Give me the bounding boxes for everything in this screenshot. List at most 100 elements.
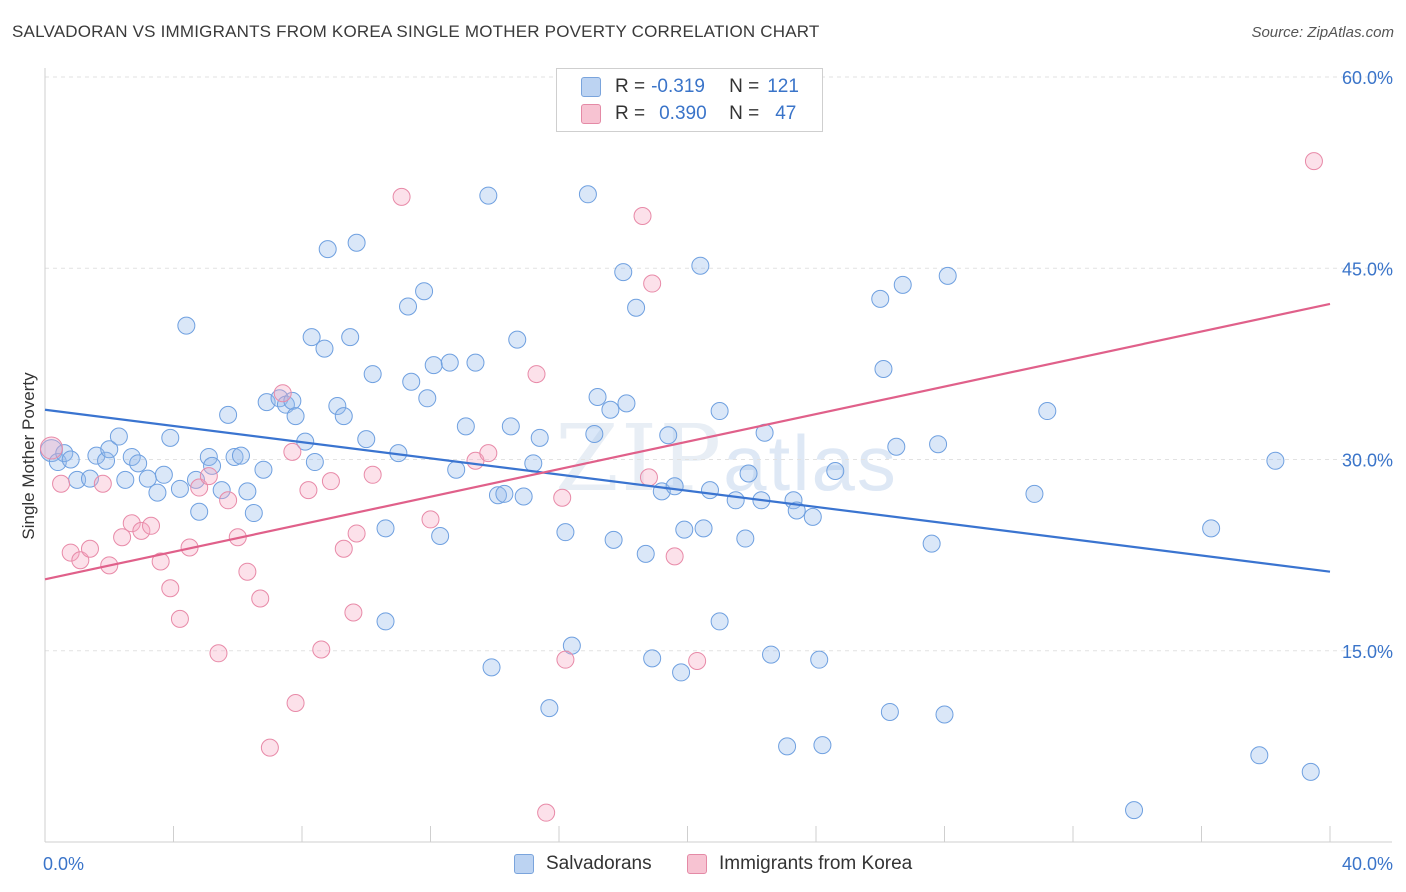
- point-salvadorans: [238, 482, 257, 501]
- bottom-swatch-korea: [687, 854, 707, 874]
- legend-swatch-korea: [581, 104, 601, 124]
- point-korea: [151, 552, 170, 571]
- point-salvadorans: [1266, 451, 1285, 470]
- point-salvadorans: [415, 282, 434, 301]
- point-salvadorans: [231, 446, 250, 465]
- point-korea: [161, 579, 180, 598]
- x-tick-label: 0.0%: [43, 854, 84, 874]
- point-korea: [52, 474, 71, 493]
- bottom-legend-label-korea: Immigrants from Korea: [719, 853, 913, 874]
- point-korea: [553, 488, 572, 507]
- point-korea: [347, 524, 366, 543]
- point-salvadorans: [440, 353, 459, 372]
- point-salvadorans: [302, 328, 321, 347]
- bottom-legend-korea: Immigrants from Korea: [687, 852, 912, 876]
- point-salvadorans: [508, 330, 527, 349]
- y-tick-label: 15.0%: [1342, 642, 1393, 662]
- point-salvadorans: [710, 612, 729, 631]
- point-salvadorans: [357, 430, 376, 449]
- point-korea: [238, 562, 257, 581]
- trend-line-korea: [44, 302, 1331, 581]
- point-korea: [190, 478, 209, 497]
- point-korea: [479, 444, 498, 463]
- point-korea: [93, 474, 112, 493]
- point-salvadorans: [244, 504, 263, 523]
- point-salvadorans: [762, 645, 781, 664]
- point-salvadorans: [935, 705, 954, 724]
- point-korea: [132, 521, 151, 540]
- point-salvadorans: [803, 507, 822, 526]
- point-salvadorans: [129, 454, 148, 473]
- point-salvadorans: [922, 534, 941, 553]
- bottom-swatch-salvadorans: [514, 854, 534, 874]
- point-salvadorans: [694, 519, 713, 538]
- point-salvadorans: [203, 456, 222, 475]
- point-salvadorans: [736, 529, 755, 548]
- point-korea: [142, 516, 161, 535]
- trend-line-salvadorans: [44, 408, 1331, 573]
- point-salvadorans: [710, 402, 729, 421]
- point-salvadorans: [479, 186, 498, 205]
- point-salvadorans: [810, 650, 829, 669]
- point-korea: [527, 365, 546, 384]
- point-salvadorans: [97, 451, 116, 470]
- point-salvadorans: [1301, 762, 1320, 781]
- point-korea: [639, 468, 658, 487]
- point-korea: [260, 738, 279, 757]
- source-label: Source: ZipAtlas.com: [1251, 24, 1394, 41]
- point-salvadorans: [530, 428, 549, 447]
- point-salvadorans: [659, 426, 678, 445]
- point-salvadorans: [700, 481, 719, 500]
- point-korea: [199, 467, 218, 486]
- legend-n-value: 121: [767, 76, 799, 97]
- point-salvadorans: [617, 394, 636, 413]
- legend-r-label: R =: [615, 103, 646, 124]
- point-salvadorans: [402, 372, 421, 391]
- correlation-legend: R = -0.319 N = 121 R = 0.390 N = 47: [556, 68, 823, 132]
- point-salvadorans: [627, 298, 646, 317]
- point-salvadorans: [418, 389, 437, 408]
- point-salvadorans: [880, 702, 899, 721]
- point-salvadorans: [665, 477, 684, 496]
- point-salvadorans: [585, 425, 604, 443]
- point-korea: [286, 694, 305, 713]
- point-salvadorans: [826, 461, 845, 480]
- point-salvadorans: [601, 400, 620, 419]
- y-tick-label: 45.0%: [1342, 259, 1393, 279]
- legend-n-label: N =: [729, 76, 760, 97]
- point-salvadorans: [190, 502, 209, 521]
- point-salvadorans: [431, 527, 450, 545]
- point-salvadorans: [691, 256, 710, 275]
- point-salvadorans: [61, 450, 80, 469]
- point-korea: [80, 539, 99, 558]
- legend-n-label: N =: [729, 103, 760, 124]
- point-salvadorans: [424, 356, 443, 375]
- point-salvadorans: [286, 407, 305, 426]
- point-korea: [39, 436, 63, 460]
- point-korea: [321, 472, 340, 491]
- point-korea: [283, 442, 302, 461]
- legend-r-label: R =: [615, 76, 646, 97]
- point-salvadorans: [177, 316, 196, 335]
- point-korea: [209, 644, 228, 663]
- point-korea: [219, 491, 238, 510]
- point-salvadorans: [347, 233, 366, 252]
- point-korea: [334, 539, 353, 558]
- point-korea: [643, 274, 662, 293]
- point-salvadorans: [170, 479, 189, 498]
- watermark-zip: ZIP: [555, 405, 724, 512]
- point-korea: [556, 650, 575, 669]
- point-salvadorans: [55, 444, 74, 463]
- point-salvadorans: [675, 520, 694, 539]
- point-salvadorans: [212, 481, 231, 500]
- point-salvadorans: [1250, 746, 1269, 765]
- point-salvadorans: [636, 544, 655, 563]
- point-salvadorans: [116, 470, 135, 489]
- point-salvadorans: [893, 275, 912, 294]
- legend-r-value: -0.319: [651, 76, 705, 97]
- point-salvadorans: [305, 453, 324, 472]
- point-korea: [299, 481, 318, 500]
- point-salvadorans: [929, 435, 948, 454]
- point-salvadorans: [514, 487, 533, 506]
